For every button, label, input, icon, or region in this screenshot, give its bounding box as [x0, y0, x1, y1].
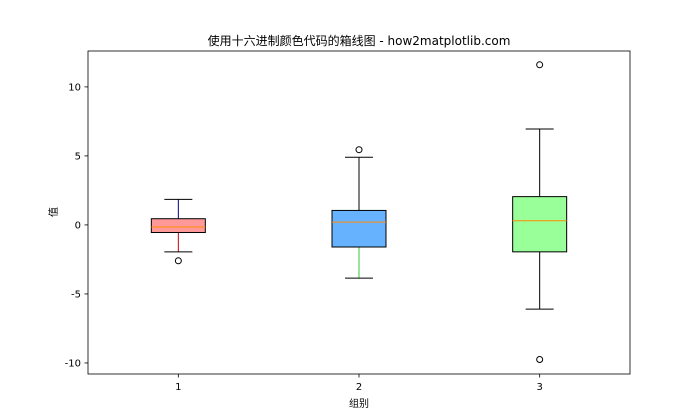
- box-body: [512, 196, 568, 253]
- x-axis-label: 组别: [349, 397, 369, 410]
- x-tick-label: 2: [356, 382, 362, 393]
- x-axis: 1 2 3: [175, 374, 543, 393]
- y-tick-label: -10: [65, 358, 81, 369]
- x-tick-label: 3: [536, 382, 542, 393]
- y-tick-label: 0: [75, 220, 81, 231]
- box-group-2: [331, 146, 387, 279]
- outlier-point: [174, 257, 182, 265]
- y-tick-label: 10: [68, 82, 81, 93]
- y-tick-label: 5: [75, 151, 81, 162]
- box-body: [150, 218, 206, 234]
- x-tick-label: 1: [175, 382, 181, 393]
- box-body: [331, 209, 387, 248]
- box-group-3: [512, 61, 568, 364]
- chart-title: 使用十六进制颜色代码的箱线图 - how2matplotlib.com: [208, 33, 511, 48]
- y-tick-label: -5: [71, 289, 81, 300]
- outlier-point: [536, 61, 544, 69]
- outlier-point: [355, 146, 363, 154]
- boxes: [150, 61, 568, 364]
- box-group-1: [150, 198, 206, 265]
- outlier-point: [536, 356, 544, 364]
- y-axis: -10 -5 0 5 10: [65, 82, 88, 369]
- y-axis-label: 值: [47, 207, 60, 217]
